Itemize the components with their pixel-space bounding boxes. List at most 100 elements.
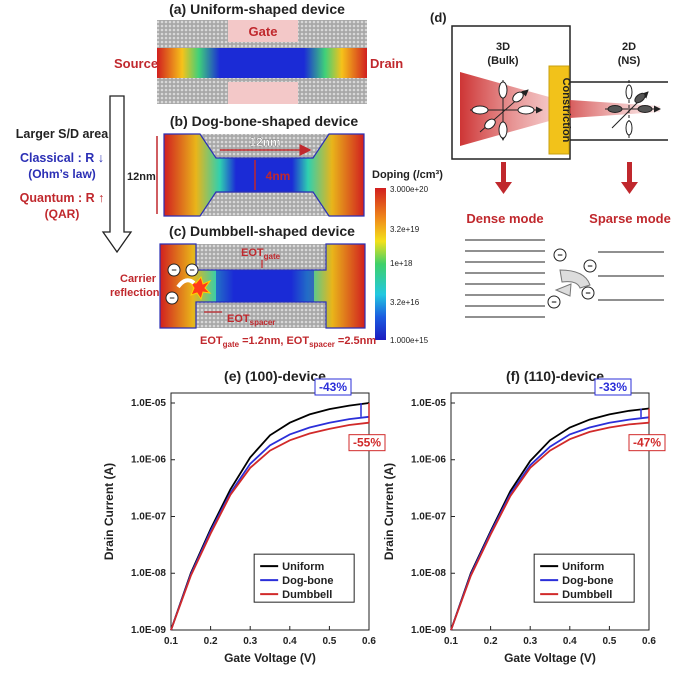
y-tick-label: 1.0E-07 [131, 511, 166, 522]
x-tick-label: 0.5 [322, 636, 336, 647]
electron-sign: − [557, 250, 562, 260]
chart-title: (f) (110)-device [506, 368, 604, 384]
series-line-dumbbell [450, 421, 650, 631]
source-label: Source [114, 56, 158, 71]
x-tick-label: 0.3 [523, 636, 537, 647]
cbar-tick-0: 3.000e+20 [390, 185, 429, 194]
eot-gate-label: EOTgate [241, 247, 281, 261]
panel-b-title: (b) Dog-bone-shaped device [170, 113, 358, 129]
x-tick-label: 0.1 [164, 636, 178, 647]
dense-mode-label: Dense mode [466, 211, 543, 226]
sparse-arrow-stem [627, 162, 632, 182]
annotation-box-red [628, 434, 666, 452]
cbar-tick-4: 1.000e+15 [390, 336, 429, 345]
dogbone-channel [163, 133, 365, 217]
panel-d-electrons: − − − − [547, 248, 597, 309]
legend-entry: Dumbbell [562, 589, 612, 601]
chart-100-device: (e) (100)-device 0.1 0.2 0.3 0.4 0.5 0.6 1.0E-0… [102, 368, 386, 665]
y-tick-label: 1.0E-06 [131, 455, 166, 466]
electron-sign: − [189, 265, 194, 275]
cbar-tick-1: 3.2e+19 [390, 225, 420, 234]
bulk-k-axes-icon [470, 80, 543, 141]
sparse-subbands [598, 251, 664, 301]
electron-sign: − [171, 265, 176, 275]
legend-entry: Dog-bone [282, 575, 333, 587]
larger-sd-area: Larger S/D area [16, 127, 109, 141]
legend-entry: Dumbbell [282, 589, 332, 601]
x-axis-label: Gate Voltage (V) [224, 651, 316, 665]
x-tick-label: 0.4 [283, 636, 297, 647]
electron-sign: − [587, 261, 592, 271]
device-uniform: Gate Source Drain [114, 20, 403, 104]
electron-icon [547, 295, 561, 309]
y-tick-label: 1.0E-09 [411, 625, 446, 636]
ns-2d-label: 2D [622, 41, 636, 53]
electron-icon [185, 263, 199, 277]
y-axis-label: Drain Current (A) [382, 463, 396, 560]
colorbar-title: Doping (/cm³) [372, 169, 443, 181]
device-dumbbell: EOTgate EOTspacer − − − Carrier reflecti… [110, 243, 376, 349]
legend-entry: Uniform [282, 561, 324, 573]
reflection-arrow-icon [554, 283, 572, 297]
annotation-box-blue [594, 378, 632, 396]
legend-entry: Uniform [562, 561, 604, 573]
chart-110-device: (f) (110)-device 0.1 0.2 0.3 0.4 0.5 0.6 1.0E-0… [382, 368, 666, 665]
ns-label: (NS) [618, 55, 641, 67]
y-tick-label: 1.0E-05 [131, 398, 166, 409]
annotation-dogbone: -33% [599, 380, 627, 394]
eot-spacer-label: EOTspacer [227, 313, 275, 327]
cbar-tick-2: 1e+18 [390, 259, 413, 268]
annotation-box-red [348, 434, 386, 452]
panel-d-label: (d) [430, 10, 447, 25]
down-arrow [101, 95, 133, 254]
ohms-law-label: (Ohm’s law) [28, 167, 96, 181]
reflection-burst-icon [188, 275, 212, 301]
bulk-3d-label: 3D [496, 41, 510, 53]
annotation-dumbbell: -55% [353, 436, 381, 450]
legend-box [253, 553, 355, 603]
chart-title: (e) (100)-device [224, 368, 326, 384]
y-axis-label: Drain Current (A) [102, 463, 116, 560]
panel-d: (d) Constriction 3D (Bulk) 2D (NS) [430, 10, 671, 318]
reflection-label: reflection [110, 287, 160, 299]
dumbbell-core [216, 270, 314, 302]
annotation-box-blue [314, 378, 352, 396]
dim-4nm-label: 4nm [266, 169, 291, 183]
electron-sign: − [169, 293, 174, 303]
dim-12nm-vert-label: 12nm [127, 171, 156, 183]
x-tick-label: 0.1 [444, 636, 458, 647]
constriction-label: Constriction [560, 78, 572, 143]
dense-arrow-head [495, 182, 512, 194]
reflection-arc-icon [559, 269, 591, 289]
x-tick-label: 0.4 [563, 636, 577, 647]
qar-label: (QAR) [45, 207, 80, 221]
panel-a-title: (a) Uniform-shaped device [169, 1, 345, 17]
quantum-label: Quantum : R ↑ [20, 191, 105, 205]
uniform-channel [157, 48, 367, 78]
sparse-arrow-head [621, 182, 638, 194]
electron-icon [583, 259, 597, 273]
electron-icon [581, 286, 595, 300]
reflection-arc-icon [176, 278, 196, 289]
gate-label: Gate [249, 24, 278, 39]
plot-frame [450, 392, 650, 631]
cbar-tick-3: 3.2e+16 [390, 298, 420, 307]
annotation-dumbbell: -47% [633, 436, 661, 450]
sidebar-notes: Larger S/D area Classical : R ↓ (Ohm’s l… [16, 95, 133, 254]
y-tick-label: 1.0E-08 [411, 568, 446, 579]
electron-group: − − − [165, 263, 199, 305]
plot-frame [170, 392, 370, 631]
legend-entry: Dog-bone [562, 575, 613, 587]
carrier-label: Carrier [120, 273, 157, 285]
drain-label: Drain [370, 56, 403, 71]
electron-icon [167, 263, 181, 277]
x-tick-label: 0.6 [362, 636, 376, 647]
x-tick-label: 0.2 [484, 636, 498, 647]
x-tick-label: 0.3 [243, 636, 257, 647]
gate-region-bottom [228, 82, 298, 104]
x-tick-label: 0.2 [204, 636, 218, 647]
electron-sign: − [551, 297, 556, 307]
ns-k-axes-icon [605, 80, 661, 140]
dense-subbands [465, 239, 545, 318]
